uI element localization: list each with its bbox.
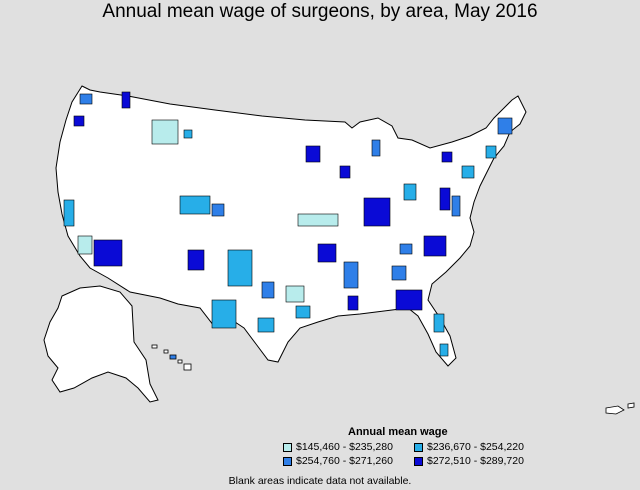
legend-title: Annual mean wage	[348, 426, 448, 438]
map-title: Annual mean wage of surgeons, by area, M…	[102, 1, 538, 22]
legend-item: $145,460 - $235,280	[283, 441, 393, 453]
legend-label: $254,760 - $271,260	[296, 455, 393, 467]
legend-item: $236,670 - $254,220	[414, 441, 524, 453]
legend-swatch	[283, 442, 292, 452]
legend-swatch	[414, 442, 423, 452]
legend-item: $254,760 - $271,260	[283, 455, 393, 467]
virgin-islands	[627, 402, 635, 409]
legend-label: $145,460 - $235,280	[296, 441, 393, 453]
alaska-land	[43, 285, 159, 403]
legend-label: $236,670 - $254,220	[427, 441, 524, 453]
hawaii-islands	[151, 344, 192, 371]
footnote: Blank areas indicate data not available.	[228, 475, 412, 487]
puerto-rico	[605, 405, 625, 415]
legend-item: $272,510 - $289,720	[414, 455, 524, 467]
legend-label: $272,510 - $289,720	[427, 455, 524, 467]
legend-swatch	[283, 456, 292, 466]
metro-areas	[63, 91, 513, 357]
legend-swatch	[414, 456, 423, 466]
